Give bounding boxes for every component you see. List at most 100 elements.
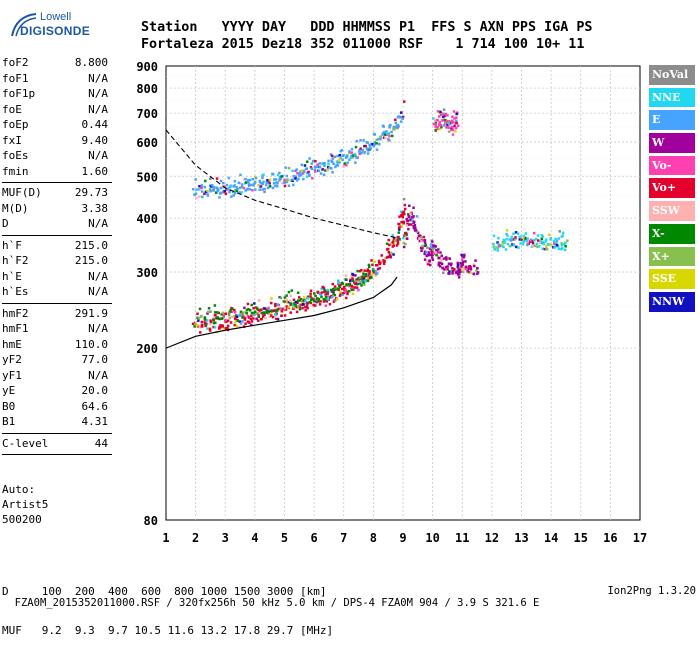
echo-marker xyxy=(337,279,340,283)
echo-marker xyxy=(336,287,340,290)
echo-marker xyxy=(304,305,307,309)
echo-marker xyxy=(332,290,335,293)
echo-marker xyxy=(418,237,421,240)
echo-marker xyxy=(353,152,357,156)
echo-marker xyxy=(303,296,306,299)
y-tick-label: 800 xyxy=(136,82,158,96)
echo-marker xyxy=(406,222,409,226)
echo-marker xyxy=(436,127,440,131)
echo-marker xyxy=(358,280,362,284)
legend-item-vo: Vo- xyxy=(649,155,695,176)
param-value: N/A xyxy=(88,269,108,283)
echo-marker xyxy=(289,179,292,182)
echo-marker xyxy=(232,194,235,197)
echo-marker xyxy=(522,236,525,240)
echo-marker xyxy=(266,186,270,190)
echo-marker xyxy=(210,184,214,187)
echo-marker xyxy=(446,114,449,117)
echo-marker xyxy=(427,253,431,256)
echo-marker xyxy=(204,319,207,323)
echo-marker xyxy=(397,125,400,128)
echo-marker xyxy=(381,259,384,263)
echo-marker xyxy=(509,239,513,242)
echo-marker xyxy=(447,130,451,133)
echo-marker xyxy=(443,268,446,271)
auto-line3: 500200 xyxy=(2,513,42,526)
echo-marker xyxy=(371,143,374,146)
echo-marker xyxy=(445,258,448,261)
echo-marker xyxy=(320,295,323,299)
echo-marker xyxy=(215,186,218,189)
param-row-hf2: h`F2 215.0 xyxy=(2,254,108,269)
echo-marker xyxy=(304,299,307,303)
echo-marker xyxy=(451,133,455,136)
echo-marker xyxy=(276,303,280,306)
echo-marker xyxy=(219,326,222,329)
echo-marker xyxy=(397,228,401,231)
echo-marker xyxy=(516,232,520,235)
echo-marker xyxy=(261,182,264,186)
echo-marker xyxy=(429,253,433,257)
echo-marker xyxy=(306,295,310,298)
echo-marker xyxy=(549,238,552,241)
echo-marker xyxy=(257,299,261,302)
echo-marker xyxy=(249,317,253,321)
echo-marker xyxy=(393,239,397,243)
echo-marker xyxy=(397,235,400,239)
param-row-fmin: fmin 1.60 xyxy=(2,165,108,180)
echo-marker xyxy=(234,317,237,320)
echo-marker xyxy=(239,173,242,177)
echo-marker xyxy=(437,263,441,267)
echo-marker xyxy=(311,159,315,163)
param-key: foE xyxy=(2,102,22,116)
echo-marker xyxy=(241,316,244,319)
echo-marker xyxy=(368,143,371,147)
echo-marker xyxy=(378,142,381,146)
echo-marker xyxy=(425,254,428,258)
echo-marker xyxy=(271,173,275,176)
echo-series-second-hop xyxy=(192,100,406,200)
echo-marker xyxy=(294,300,298,304)
echo-marker xyxy=(348,150,351,153)
param-value: 9.40 xyxy=(81,133,109,147)
echo-marker xyxy=(212,187,216,190)
echo-marker xyxy=(285,174,289,178)
echo-marker xyxy=(220,313,223,316)
echo-marker xyxy=(263,187,266,191)
echo-marker xyxy=(433,244,436,248)
param-row-hmf2: hmF2 291.9 xyxy=(2,307,108,322)
echo-marker xyxy=(285,294,288,297)
echo-marker xyxy=(220,186,223,190)
echo-marker xyxy=(244,177,247,181)
echo-marker xyxy=(524,237,527,241)
echo-marker xyxy=(397,231,401,234)
echo-marker xyxy=(349,278,352,282)
param-row-b1: B1 4.31 xyxy=(2,415,108,430)
echo-marker xyxy=(430,256,434,259)
param-separator xyxy=(2,432,112,434)
echo-marker xyxy=(388,134,391,138)
echo-marker xyxy=(246,314,250,318)
echo-marker xyxy=(247,180,250,184)
x-tick-label: 9 xyxy=(399,531,406,545)
echo-marker xyxy=(396,126,399,130)
echo-marker xyxy=(235,324,239,328)
echo-marker xyxy=(428,259,431,263)
echo-marker xyxy=(270,314,273,317)
echo-marker xyxy=(261,176,264,180)
param-row-fxi: fxI 9.40 xyxy=(2,134,108,149)
param-value: 4.31 xyxy=(81,415,109,428)
echo-marker xyxy=(451,269,455,273)
param-value: N/A xyxy=(88,87,108,100)
param-row-hf: h`F 215.0 xyxy=(2,239,108,254)
echo-marker xyxy=(338,294,342,297)
echo-marker xyxy=(309,292,312,295)
echo-marker xyxy=(355,286,359,289)
echo-marker xyxy=(293,302,296,305)
echo-marker xyxy=(216,311,219,314)
echo-marker xyxy=(292,306,296,309)
echo-marker xyxy=(500,244,504,247)
echo-marker xyxy=(363,269,366,272)
echo-marker xyxy=(348,285,351,289)
echo-marker xyxy=(271,186,275,190)
